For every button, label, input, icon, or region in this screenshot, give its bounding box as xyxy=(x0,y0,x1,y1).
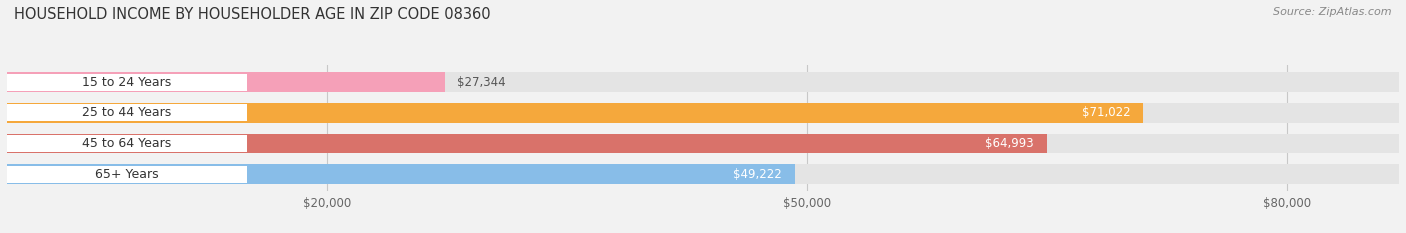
Bar xyxy=(7,135,247,152)
Bar xyxy=(7,103,1143,123)
Bar xyxy=(7,103,1399,123)
Bar xyxy=(7,74,247,91)
Text: $27,344: $27,344 xyxy=(457,76,506,89)
Text: $71,022: $71,022 xyxy=(1081,106,1130,119)
Bar xyxy=(7,134,1399,154)
Bar xyxy=(7,166,247,183)
Bar xyxy=(7,164,1399,184)
Text: 65+ Years: 65+ Years xyxy=(96,168,159,181)
Text: $49,222: $49,222 xyxy=(733,168,782,181)
Bar xyxy=(7,72,444,92)
Text: HOUSEHOLD INCOME BY HOUSEHOLDER AGE IN ZIP CODE 08360: HOUSEHOLD INCOME BY HOUSEHOLDER AGE IN Z… xyxy=(14,7,491,22)
Text: 45 to 64 Years: 45 to 64 Years xyxy=(83,137,172,150)
Bar xyxy=(7,164,794,184)
Text: Source: ZipAtlas.com: Source: ZipAtlas.com xyxy=(1274,7,1392,17)
Text: $64,993: $64,993 xyxy=(986,137,1033,150)
Bar xyxy=(7,104,247,121)
Text: 15 to 24 Years: 15 to 24 Years xyxy=(83,76,172,89)
Bar xyxy=(7,134,1047,154)
Bar xyxy=(7,72,1399,92)
Text: 25 to 44 Years: 25 to 44 Years xyxy=(83,106,172,119)
